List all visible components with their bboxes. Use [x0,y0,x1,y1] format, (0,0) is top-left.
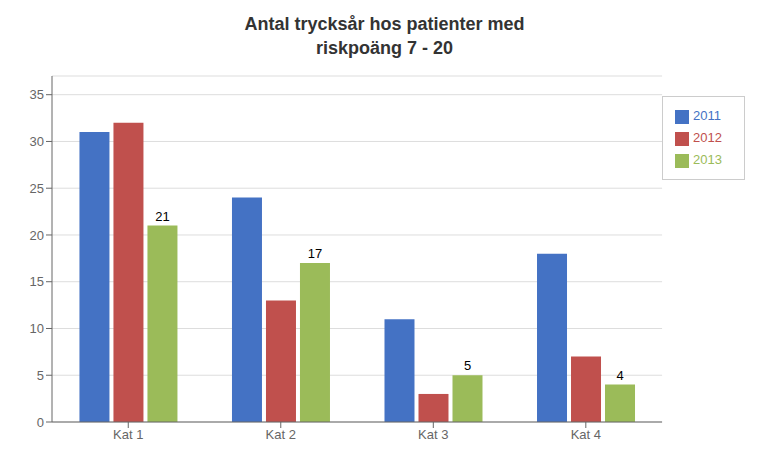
svg-text:20: 20 [30,228,44,243]
svg-text:15: 15 [30,274,44,289]
svg-text:Kat 4: Kat 4 [571,427,601,442]
svg-text:10: 10 [30,321,44,336]
html-text:2012: 2012 [693,130,722,145]
html-text:Antal trycksår hos patienter m: Antal trycksår hos patienter med [244,14,525,34]
svg-text:5: 5 [464,358,471,373]
html-text:2013: 2013 [693,152,722,167]
svg-text:35: 35 [30,87,44,102]
svg-text:17: 17 [308,246,322,261]
svg-text:5: 5 [37,368,44,383]
html-text:2011: 2011 [693,108,721,123]
svg-text:Kat 1: Kat 1 [113,427,143,442]
svg-text:4: 4 [616,368,623,383]
svg-text:Kat 2: Kat 2 [266,427,296,442]
svg-text:21: 21 [155,209,169,224]
svg-text:0: 0 [37,415,44,430]
svg-text:Kat 3: Kat 3 [418,427,448,442]
svg-text:30: 30 [30,134,44,149]
html-text:riskpoäng 7 - 20: riskpoäng 7 - 20 [316,38,453,58]
svg-text:25: 25 [30,181,44,196]
